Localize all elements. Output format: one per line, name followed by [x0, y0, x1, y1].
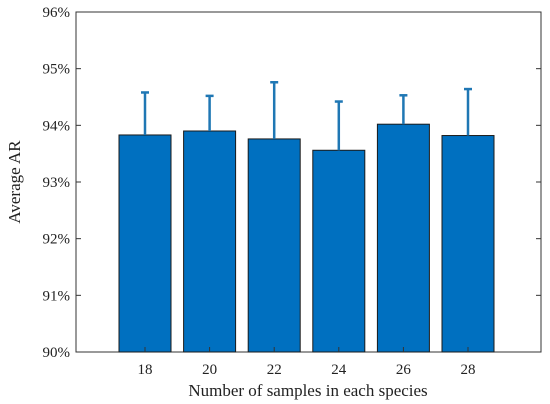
- error-bars-group: [141, 81, 472, 151]
- x-tick-label-22: 22: [267, 362, 282, 378]
- y-axis: 90% 91% 92% 93% 94% 95% 96%: [43, 5, 541, 361]
- x-tick-label-24: 24: [331, 362, 347, 378]
- y-tick-label: 92%: [43, 232, 71, 248]
- y-tick-label: 93%: [43, 175, 71, 191]
- bars-group: [118, 123, 495, 353]
- x-axis-title: Number of samples in each species: [188, 381, 427, 400]
- y-tick-label: 91%: [43, 288, 71, 304]
- x-tick-label-26: 26: [396, 362, 412, 378]
- y-tick-label: 94%: [43, 118, 71, 134]
- x-tick-label-20: 20: [202, 362, 217, 378]
- y-axis-title: Average AR: [5, 140, 24, 224]
- x-axis: 18 20 22 24 26 28: [138, 347, 476, 378]
- bar-20: [183, 130, 237, 353]
- x-tick-label-18: 18: [138, 362, 153, 378]
- bar-28: [441, 135, 495, 353]
- bar-24: [312, 149, 366, 353]
- y-tick-label: 96%: [43, 5, 71, 21]
- bar-22: [247, 138, 301, 353]
- y-tick-label: 95%: [43, 62, 71, 78]
- bar-26: [376, 123, 430, 353]
- y-tick-label: 90%: [43, 345, 71, 361]
- bar-18: [118, 134, 172, 353]
- x-tick-label-28: 28: [461, 362, 476, 378]
